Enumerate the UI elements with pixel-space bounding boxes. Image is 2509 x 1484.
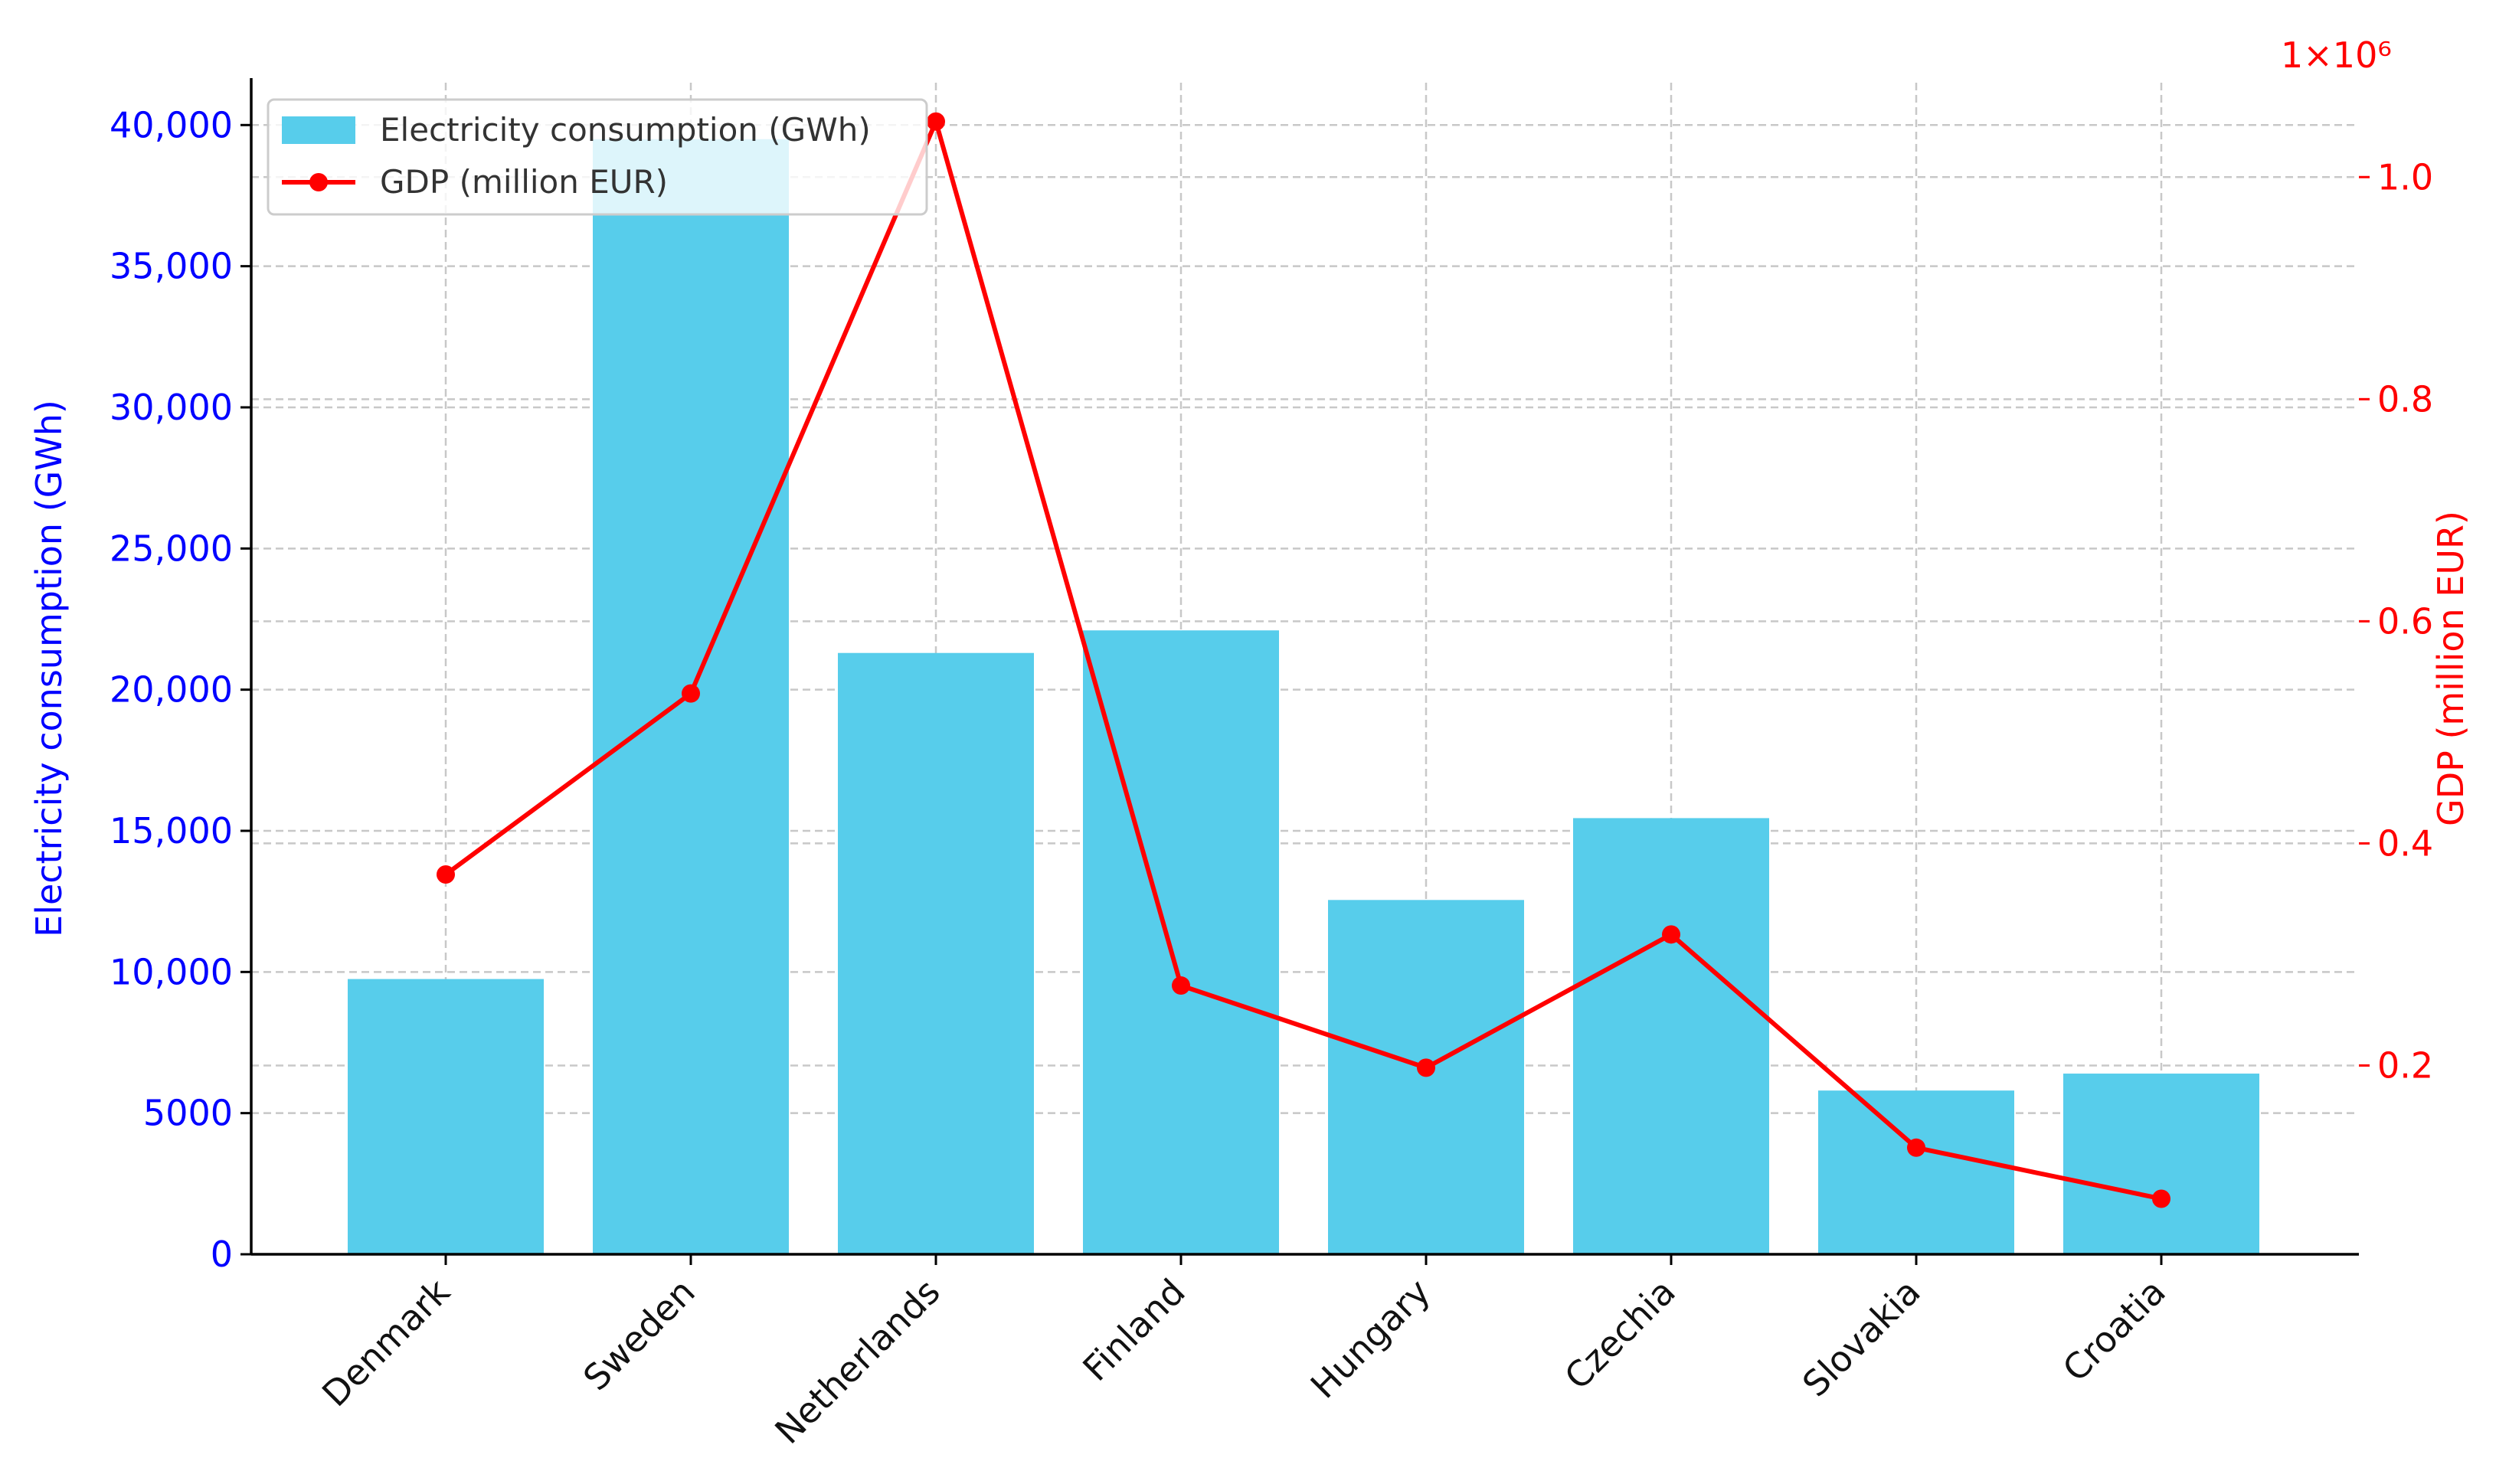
left-tick-label: 40,000 <box>110 104 233 145</box>
gdp-point-sweden <box>682 684 700 703</box>
left-tick-label: 25,000 <box>110 528 233 569</box>
bar-slovakia <box>1818 1090 2014 1254</box>
left-tick-label: 15,000 <box>110 810 233 852</box>
right-tick-label: 0.8 <box>2377 378 2433 420</box>
left-axis-ticks: 0 5000 10,000 15,000 20,000 25,000 30,000 35,00… <box>110 104 251 1275</box>
bar-finland <box>1083 630 1279 1254</box>
left-tick-label: 30,000 <box>110 387 233 428</box>
bar-netherlands <box>838 652 1034 1254</box>
right-tick-label: 0.6 <box>2377 600 2433 642</box>
right-tick-label: 1.0 <box>2377 156 2433 198</box>
gdp-point-croatia <box>2152 1189 2170 1208</box>
left-axis-title: Electricity consumption (GWh) <box>28 400 70 937</box>
line-series <box>437 112 2170 1208</box>
legend-marker-line <box>309 173 328 191</box>
right-tick-label: 0.4 <box>2377 822 2433 864</box>
gdp-point-netherlands <box>927 112 945 131</box>
left-tick-label: 20,000 <box>110 669 233 711</box>
axes <box>250 78 2359 1256</box>
legend-frame <box>267 98 928 216</box>
legend-label-line: GDP (million EUR) <box>380 163 668 201</box>
gdp-line <box>444 119 2162 1201</box>
left-tick-label: 0 <box>211 1234 233 1275</box>
right-tick-label: 0.2 <box>2377 1044 2433 1086</box>
bar-czechia <box>1573 818 1769 1254</box>
left-tick-label: 35,000 <box>110 246 233 287</box>
right-axis-offset-text: 1×10⁶ <box>2281 34 2392 76</box>
left-tick-label: 10,000 <box>110 951 233 992</box>
right-axis-title: GDP (million EUR) <box>2430 511 2471 826</box>
gdp-point-czechia <box>1662 925 1680 944</box>
gdp-point-denmark <box>437 865 455 884</box>
grid <box>251 83 2359 1254</box>
left-tick-label: 5000 <box>143 1093 233 1134</box>
bar-series <box>348 139 2259 1254</box>
gdp-point-finland <box>1172 976 1190 995</box>
bar-hungary <box>1328 900 1524 1254</box>
bar-croatia <box>2063 1074 2259 1254</box>
bar-denmark <box>348 979 544 1254</box>
legend-swatch-bar <box>282 116 355 144</box>
legend: Electricity consumption (GWh) GDP (milli… <box>267 98 928 216</box>
legend-label-bar: Electricity consumption (GWh) <box>380 111 871 149</box>
gdp-point-slovakia <box>1907 1138 1925 1157</box>
gdp-point-hungary <box>1417 1058 1435 1077</box>
right-axis-ticks: 0.2 0.4 0.6 0.8 1.0 <box>2359 156 2433 1086</box>
